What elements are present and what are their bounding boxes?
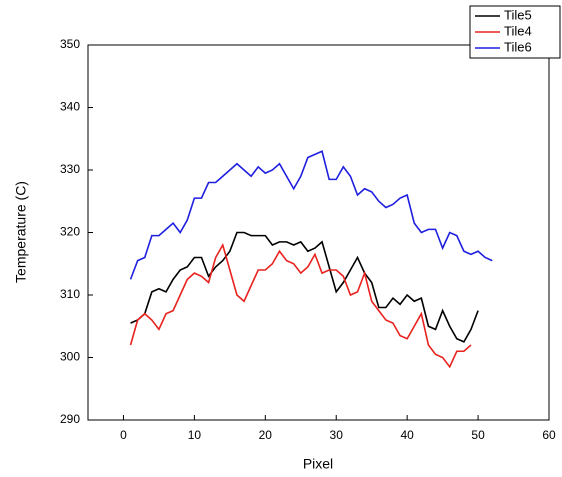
y-tick-label: 300 (60, 350, 80, 364)
x-axis-title: Pixel (303, 456, 333, 472)
x-tick-label: 20 (259, 428, 273, 442)
x-tick-label: 30 (330, 428, 344, 442)
plot-frame (87, 44, 550, 421)
x-tick-label: 0 (120, 428, 127, 442)
legend-label: Tile5 (504, 7, 532, 22)
y-tick-label: 290 (60, 412, 80, 426)
y-tick-label: 330 (60, 162, 80, 176)
x-tick-label: 40 (400, 428, 414, 442)
x-tick-label: 60 (542, 428, 556, 442)
y-axis-title: Temperature (C) (13, 181, 29, 283)
line-series (129, 242, 472, 369)
y-tick-label: 340 (60, 100, 80, 114)
x-tick-label: 50 (471, 428, 485, 442)
y-tick-label: 350 (60, 37, 80, 51)
y-tick-label: 320 (60, 225, 80, 239)
line-series (130, 231, 479, 343)
legend-label: Tile4 (504, 23, 532, 38)
y-tick-label: 310 (60, 287, 80, 301)
legend-label: Tile6 (504, 39, 532, 54)
line-series (129, 150, 493, 280)
x-tick-label: 10 (188, 428, 202, 442)
